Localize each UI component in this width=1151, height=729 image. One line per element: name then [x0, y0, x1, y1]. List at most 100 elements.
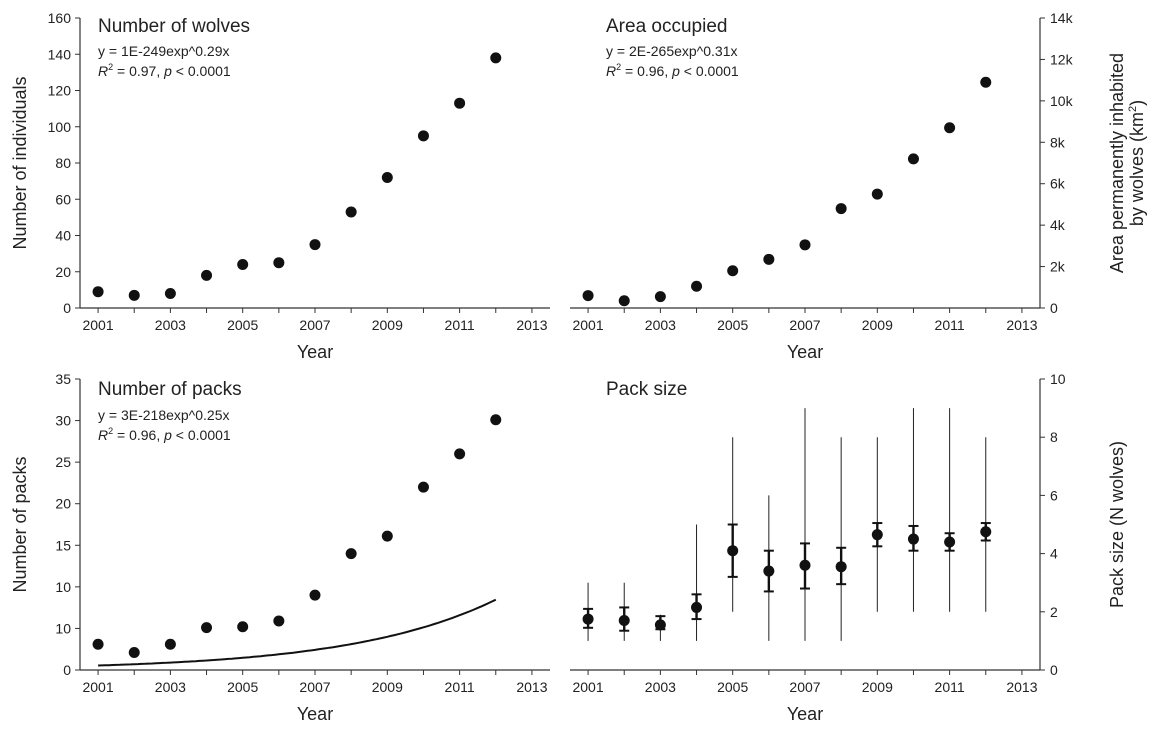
y-tick-label: 100 — [48, 119, 72, 135]
y-axis-label: Pack size (N wolves) — [1107, 441, 1127, 608]
y-tick-label: 10 — [1050, 371, 1066, 387]
y-tick-label: 4k — [1050, 217, 1066, 233]
x-tick-label: 2003 — [155, 317, 186, 333]
y-axis-label: Number of packs — [10, 456, 30, 592]
y-tick-label: 15 — [55, 537, 71, 553]
data-point — [273, 257, 285, 269]
x-tick-label: 2003 — [155, 679, 186, 695]
x-axis-label: Year — [297, 342, 333, 362]
data-point — [345, 548, 357, 560]
x-tick-label: 2009 — [862, 317, 893, 333]
x-tick-label: 2001 — [572, 679, 603, 695]
data-point — [273, 615, 285, 627]
x-tick-label: 2013 — [516, 679, 547, 695]
y-tick-label: 0 — [1050, 300, 1058, 316]
data-point — [799, 239, 811, 251]
y-tick-label: 30 — [55, 413, 71, 429]
fit-equation: y = 2E-265exp^0.31x — [606, 43, 738, 59]
data-point — [944, 536, 956, 548]
y-tick-label: 12k — [1050, 51, 1074, 67]
data-point — [871, 188, 883, 200]
y-tick-label: 2 — [1050, 604, 1058, 620]
data-point — [907, 533, 919, 545]
fit-stats: R2 = 0.96, p < 0.0001 — [98, 426, 231, 443]
x-tick-label: 2007 — [299, 679, 330, 695]
fit-equation: y = 1E-249exp^0.29x — [98, 43, 230, 59]
fit-stats: R2 = 0.97, p < 0.0001 — [98, 62, 231, 79]
data-point — [237, 621, 249, 633]
data-point — [727, 265, 739, 277]
x-tick-label: 2011 — [445, 317, 475, 333]
data-point — [763, 253, 775, 265]
y-axis-label: Number of individuals — [10, 76, 30, 249]
panel-3: 2001 2003 2005 2007 2009 2011 2013 0 10 10 15 20 25 3… — [10, 371, 550, 724]
data-point — [835, 561, 847, 573]
data-point — [164, 638, 176, 650]
x-axis-label: Year — [787, 342, 823, 362]
y-tick-label: 14k — [1050, 10, 1074, 26]
x-axis-label: Year — [297, 704, 333, 724]
panel-1: 2001 2003 2005 2007 2009 2011 2013 0 20 40 60 80 100… — [10, 10, 550, 362]
data-point — [128, 647, 140, 659]
y-tick-label: 10k — [1050, 93, 1074, 109]
y-tick-label: 140 — [48, 46, 72, 62]
data-point — [309, 589, 321, 601]
data-point — [309, 239, 321, 251]
x-tick-label: 2013 — [1006, 317, 1037, 333]
x-tick-label: 2009 — [372, 317, 403, 333]
x-tick-label: 2011 — [935, 317, 965, 333]
data-point — [944, 122, 956, 134]
y-tick-label: 20 — [55, 264, 71, 280]
y-tick-label: 4 — [1050, 546, 1058, 562]
panel-4: 2001 2003 2005 2007 2009 2011 2013 0 2 4 6 8 10 Year P… — [570, 371, 1127, 724]
data-point — [454, 448, 466, 460]
data-point — [417, 130, 429, 142]
x-tick-label: 2001 — [82, 679, 113, 695]
data-point — [490, 52, 502, 64]
x-tick-label: 2007 — [299, 317, 330, 333]
x-tick-label: 2013 — [516, 317, 547, 333]
data-point — [417, 481, 429, 493]
y-tick-label: 0 — [63, 662, 71, 678]
panel-title: Number of packs — [98, 379, 242, 400]
x-tick-label: 2005 — [717, 317, 748, 333]
data-point — [980, 526, 992, 538]
data-point — [582, 290, 594, 302]
data-point — [92, 286, 104, 298]
fit-stats: R2 = 0.96, p < 0.0001 — [606, 62, 739, 79]
y-tick-label: 60 — [55, 191, 71, 207]
y-tick-label: 2k — [1050, 259, 1066, 275]
data-point — [907, 153, 919, 165]
x-tick-label: 2009 — [862, 679, 893, 695]
y-tick-label: 8 — [1050, 429, 1058, 445]
x-tick-label: 2005 — [227, 317, 258, 333]
data-point — [454, 97, 466, 109]
data-point — [871, 529, 883, 541]
x-tick-label: 2011 — [445, 679, 475, 695]
x-tick-label: 2005 — [717, 679, 748, 695]
y-tick-label: 10 — [55, 620, 71, 636]
data-point — [654, 619, 666, 631]
x-tick-label: 2011 — [935, 679, 965, 695]
data-point — [201, 269, 213, 281]
y-tick-label: 35 — [55, 371, 71, 387]
x-tick-label: 2013 — [1006, 679, 1037, 695]
data-point — [128, 289, 140, 301]
data-point — [490, 414, 502, 426]
data-point — [763, 565, 775, 577]
x-tick-label: 2001 — [82, 317, 113, 333]
data-point — [92, 638, 104, 650]
x-axis-label: Year — [787, 704, 823, 724]
panel-title: Pack size — [606, 379, 687, 400]
y-tick-label: 160 — [48, 10, 72, 26]
y-tick-label: 6 — [1050, 487, 1058, 503]
data-point — [381, 530, 393, 542]
y-axis-label-line1: Area permanently inhabited — [1107, 53, 1127, 273]
data-point — [381, 172, 393, 183]
data-point — [654, 291, 666, 303]
data-point — [691, 280, 703, 292]
y-tick-label: 40 — [55, 228, 71, 244]
data-point — [691, 601, 703, 613]
